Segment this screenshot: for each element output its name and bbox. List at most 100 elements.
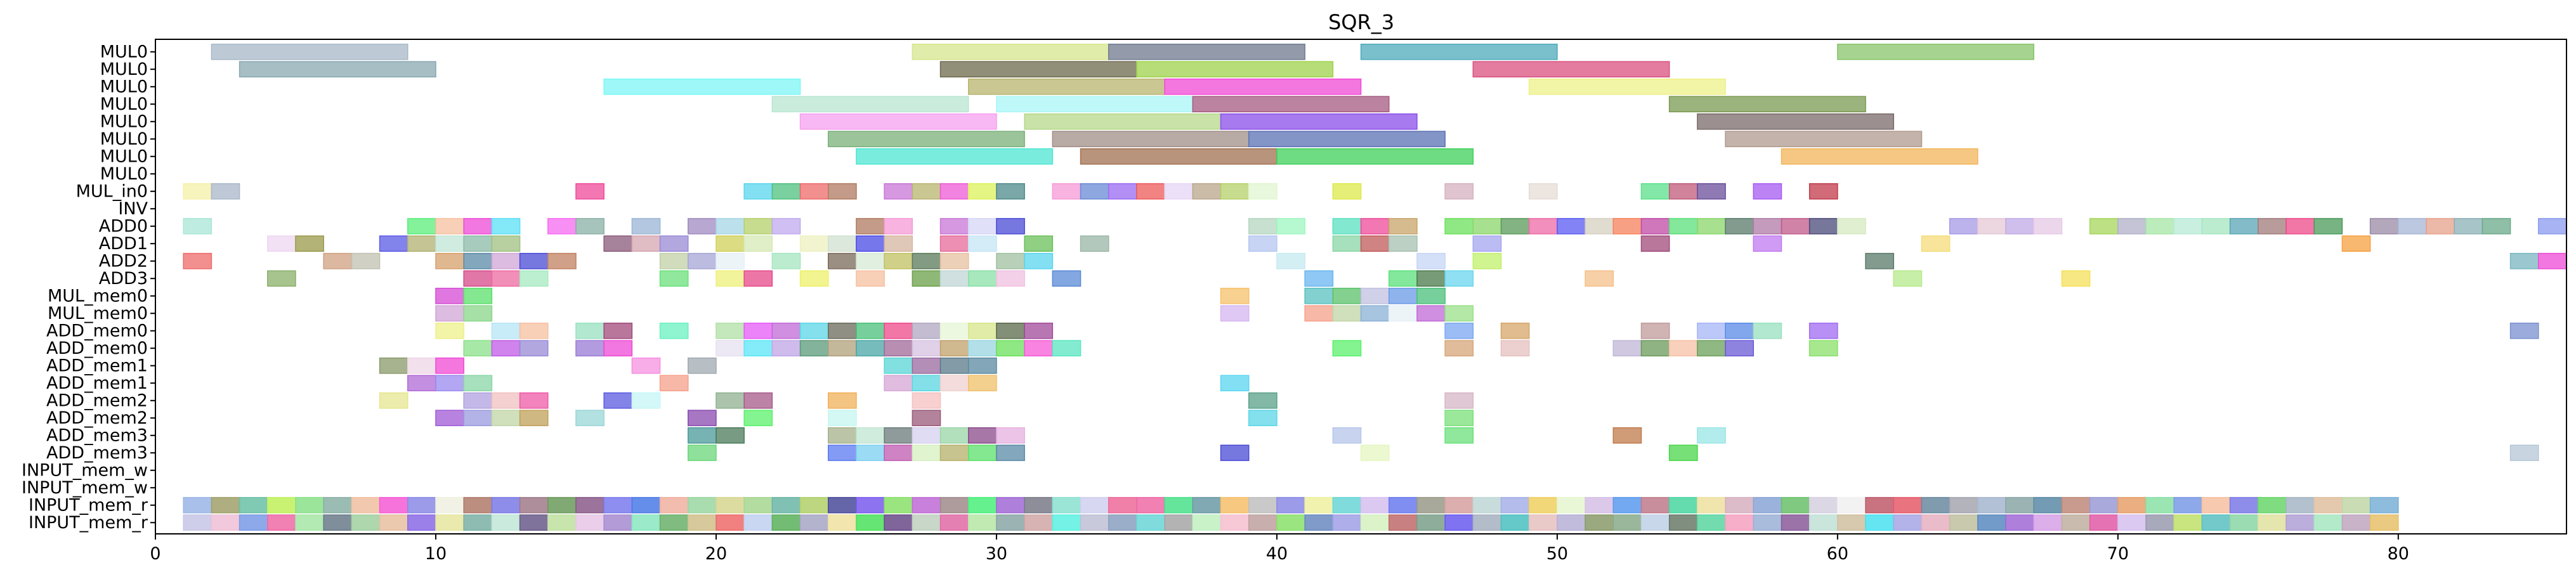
task-bar	[603, 392, 633, 409]
input-task-bar	[1332, 514, 1362, 531]
task-bar	[659, 322, 689, 339]
input-task-bar	[211, 496, 240, 514]
input-task-bar	[2201, 514, 2231, 531]
task-bar	[884, 375, 913, 392]
input-task-bar	[183, 514, 212, 531]
task-bar	[771, 183, 801, 200]
task-bar	[1668, 96, 1866, 113]
task-bar	[1304, 305, 1334, 322]
task-bar	[2509, 252, 2539, 269]
task-bar	[1136, 61, 1334, 78]
task-bar	[435, 410, 464, 427]
x-tick-label: 50	[1546, 544, 1568, 564]
task-bar	[2398, 217, 2427, 235]
y-tick-label: ADD_mem0	[46, 321, 148, 340]
task-bar	[1332, 305, 1362, 322]
task-bar	[716, 392, 745, 409]
task-bar	[771, 96, 969, 113]
task-bar	[1024, 340, 1054, 357]
input-task-bar	[939, 514, 969, 531]
task-bar	[912, 427, 941, 444]
input-task-bar	[856, 496, 885, 514]
task-bar	[1332, 183, 1362, 200]
task-bar	[1192, 96, 1390, 113]
task-bar	[211, 43, 409, 60]
task-bar	[659, 252, 689, 269]
input-task-bar	[1416, 496, 1446, 514]
input-task-bar	[379, 496, 409, 514]
input-task-bar	[659, 514, 689, 531]
task-bar	[827, 252, 857, 269]
task-bar	[2509, 444, 2539, 462]
task-bar	[1360, 217, 1390, 235]
task-bar	[799, 322, 829, 339]
input-task-bar	[1949, 514, 1978, 531]
input-task-bar	[463, 496, 493, 514]
task-bar	[1248, 217, 1278, 235]
task-bar	[688, 252, 717, 269]
input-task-bar	[603, 514, 633, 531]
task-bar	[939, 235, 969, 252]
task-bar	[912, 410, 941, 427]
input-task-bar	[912, 514, 941, 531]
input-task-bar	[2005, 514, 2034, 531]
task-bar	[2173, 217, 2203, 235]
task-bar	[912, 43, 1109, 60]
input-task-bar	[1024, 496, 1054, 514]
y-tick-label: ADD_mem3	[46, 425, 148, 445]
input-task-bar	[1697, 514, 1726, 531]
plot-frame	[155, 39, 2567, 534]
task-bar	[1640, 235, 1670, 252]
input-task-bar	[1360, 514, 1390, 531]
task-bar	[1080, 235, 1109, 252]
input-task-bar	[1052, 496, 1082, 514]
task-bar	[435, 235, 464, 252]
task-bar	[1697, 427, 1726, 444]
task-bar	[1332, 287, 1362, 304]
task-bar	[1360, 305, 1390, 322]
input-task-bar	[183, 496, 212, 514]
input-task-bar	[351, 496, 381, 514]
task-bar	[1248, 392, 1278, 409]
input-task-bar	[1949, 496, 1978, 514]
input-task-bar	[1528, 514, 1558, 531]
task-bar	[435, 287, 464, 304]
input-task-bar	[1781, 514, 1810, 531]
task-bar	[1024, 322, 1054, 339]
input-task-bar	[2033, 496, 2063, 514]
input-task-bar	[491, 514, 521, 531]
task-bar	[1080, 183, 1109, 200]
task-bar	[1585, 270, 1614, 287]
task-bar	[743, 270, 773, 287]
task-bar	[463, 305, 493, 322]
task-bar	[603, 322, 633, 339]
input-task-bar	[2285, 514, 2315, 531]
task-bar	[1080, 148, 1278, 165]
task-bar	[463, 375, 493, 392]
task-bar	[967, 183, 997, 200]
task-bar	[2538, 252, 2567, 269]
task-bar	[967, 357, 997, 374]
task-bar	[1052, 183, 1082, 200]
x-tick-label: 80	[2388, 544, 2409, 564]
x-tick-label: 30	[986, 544, 1007, 564]
input-task-bar	[519, 514, 549, 531]
input-task-bar	[743, 514, 773, 531]
y-tick-label: INPUT_mem_r	[29, 495, 148, 515]
input-task-bar	[239, 514, 268, 531]
input-task-bar	[1332, 496, 1362, 514]
task-bar	[2285, 217, 2315, 235]
task-bar	[1753, 322, 1782, 339]
task-bar	[967, 427, 997, 444]
input-task-bar	[1865, 514, 1895, 531]
task-bar	[379, 235, 409, 252]
input-task-bar	[716, 496, 745, 514]
task-bar	[547, 252, 577, 269]
task-bar	[1668, 217, 1698, 235]
task-bar	[183, 252, 212, 269]
y-tick-label: ADD_mem2	[46, 391, 148, 410]
input-task-bar	[1585, 514, 1614, 531]
input-task-bar	[2145, 496, 2174, 514]
task-bar	[2061, 270, 2091, 287]
input-task-bar	[547, 496, 577, 514]
